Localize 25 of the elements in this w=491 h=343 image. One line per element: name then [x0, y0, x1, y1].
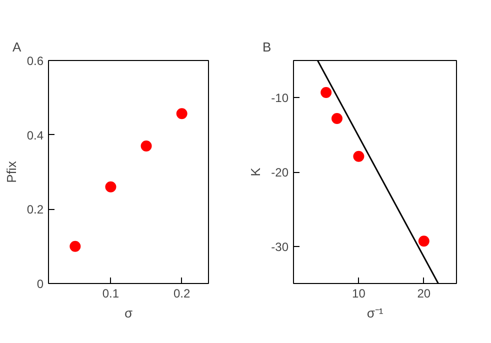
x-tick-label: 10	[352, 286, 366, 300]
point	[418, 236, 430, 247]
point	[320, 86, 332, 98]
y-axis-title: K	[248, 167, 264, 176]
y-tick-label: 0.2	[26, 202, 44, 217]
point	[140, 140, 152, 152]
x-tick-label: 20	[417, 286, 431, 300]
chart-title: B	[262, 40, 272, 54]
point	[176, 108, 188, 120]
point	[331, 112, 342, 124]
y-tick-label: 0.6	[26, 54, 44, 68]
point	[353, 150, 364, 162]
x-tick-label: 0.2	[173, 286, 190, 300]
y-tick-label: -20	[271, 166, 289, 180]
y-tick-label: 0	[36, 277, 44, 291]
y-tick-label: -30	[271, 240, 289, 254]
x-axis-title: σ⁻¹	[366, 306, 384, 320]
point	[105, 181, 116, 192]
y-axis-title: Pfix	[4, 160, 19, 183]
chart-title: A	[12, 40, 22, 54]
point	[70, 240, 81, 252]
y-tick-label: 0.4	[26, 128, 44, 142]
y-tick-label: -10	[271, 91, 289, 106]
x-tick-label: 0.1	[102, 286, 120, 300]
x-axis-title: σ	[124, 306, 133, 320]
